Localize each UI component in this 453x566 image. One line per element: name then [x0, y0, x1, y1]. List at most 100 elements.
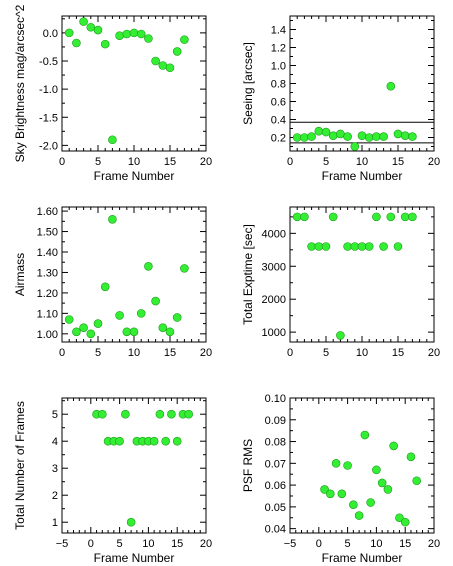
x-tick-label: 5 — [95, 347, 101, 359]
data-point — [328, 212, 338, 222]
data-point — [357, 131, 367, 140]
y-tick-label: 2000 — [262, 294, 286, 306]
data-point — [64, 28, 74, 38]
x-tick-label: 0 — [316, 538, 322, 550]
x-tick-label: 15 — [392, 156, 404, 168]
data-point — [108, 135, 117, 145]
data-point — [372, 212, 381, 222]
data-point — [314, 126, 324, 136]
y-tick-label: 5 — [52, 409, 58, 421]
data-point — [180, 35, 189, 44]
data-point — [158, 61, 168, 70]
x-tick-label: −5 — [284, 538, 297, 550]
x-tick-label: 10 — [128, 347, 140, 359]
y-tick-label: 1.0 — [271, 61, 286, 73]
data-point — [349, 500, 358, 509]
data-point — [336, 129, 345, 139]
data-point — [129, 28, 139, 38]
data-point — [165, 63, 175, 73]
x-tick-label: 5 — [345, 538, 351, 550]
data-point — [393, 242, 403, 251]
data-point — [100, 282, 110, 292]
y-tick-label: 1.40 — [37, 247, 58, 259]
y-tick-label: 1.10 — [37, 308, 58, 320]
data-point — [408, 212, 417, 222]
x-tick-label: 20 — [428, 538, 440, 550]
y-tick-label: 1.4 — [271, 25, 286, 37]
data-point — [155, 409, 165, 419]
x-tick-label: 15 — [392, 347, 404, 359]
data-point — [122, 327, 132, 337]
data-point — [408, 132, 417, 141]
y-tick-label: 1 — [52, 517, 58, 529]
x-axis-title: Frame Number — [94, 551, 175, 565]
data-point — [86, 22, 96, 32]
y-tick-label: 1.30 — [37, 267, 58, 279]
data-point — [364, 133, 374, 142]
data-point — [307, 242, 316, 251]
y-tick-label: -0.5 — [39, 56, 58, 68]
y-tick-label: 4000 — [262, 228, 286, 240]
data-point — [366, 498, 375, 507]
x-tick-label: 0 — [59, 156, 65, 168]
y-tick-label: 0.0 — [43, 28, 58, 40]
data-point — [144, 34, 153, 43]
data-point — [372, 132, 381, 141]
x-tick-label: 5 — [323, 156, 329, 168]
data-point — [72, 38, 81, 48]
x-tick-label: 5 — [323, 347, 329, 359]
data-point — [121, 409, 130, 419]
data-point — [412, 476, 422, 486]
plot-frame — [61, 397, 207, 534]
data-point — [165, 327, 175, 337]
data-point — [172, 436, 182, 446]
data-point — [144, 262, 153, 271]
data-point — [320, 485, 329, 494]
data-point — [100, 39, 110, 49]
data-point — [161, 436, 170, 446]
data-point — [129, 327, 139, 337]
data-point — [292, 212, 302, 222]
data-point — [108, 214, 117, 224]
y-tick-label: 3 — [52, 463, 58, 475]
data-point — [386, 212, 396, 222]
data-point — [383, 485, 393, 494]
y-tick-label: 3000 — [262, 261, 286, 273]
data-point — [158, 323, 168, 332]
x-tick-label: 10 — [370, 538, 382, 550]
x-tick-label: 20 — [428, 347, 440, 359]
y-axis-title: PSF RMS — [241, 439, 255, 492]
plot-frame — [61, 206, 207, 343]
data-point — [93, 25, 103, 35]
x-tick-label: 15 — [164, 347, 176, 359]
x-tick-label: 10 — [356, 347, 368, 359]
data-point — [79, 17, 88, 26]
y-tick-label: 1000 — [262, 327, 286, 339]
chart-panel-6: −5 0 5 10 15 20 0.04 0.05 0.06 0.07 0.08 0.09 0.10 Fr… — [241, 393, 440, 565]
data-point — [350, 142, 360, 151]
y-tick-label: 1.00 — [37, 329, 58, 341]
data-point — [379, 242, 388, 251]
y-axis-title: Total Exptime [sec] — [241, 224, 255, 325]
y-axis-title: Airmass — [13, 253, 27, 296]
data-point — [136, 309, 146, 318]
x-tick-label: 10 — [142, 538, 154, 550]
data-point — [328, 131, 338, 140]
x-tick-label: 15 — [399, 538, 411, 550]
data-point — [360, 430, 370, 440]
chart-panel-4: 0 5 10 15 20 1000 2000 3000 4000 Total Exptime [s… — [241, 206, 440, 359]
data-point — [149, 436, 159, 446]
x-tick-label: −5 — [56, 538, 69, 550]
y-axis-title: Seeing [arcsec] — [241, 42, 255, 125]
x-tick-label: 10 — [128, 156, 140, 168]
data-point — [184, 409, 194, 419]
data-point — [126, 517, 136, 527]
x-axis-title: Frame Number — [322, 551, 403, 565]
data-point — [314, 242, 324, 251]
data-point — [331, 459, 341, 468]
x-axis-title: Frame Number — [322, 169, 403, 183]
x-tick-label: 20 — [200, 538, 212, 550]
data-point — [115, 311, 124, 320]
data-point — [400, 517, 410, 527]
data-point — [377, 478, 387, 488]
